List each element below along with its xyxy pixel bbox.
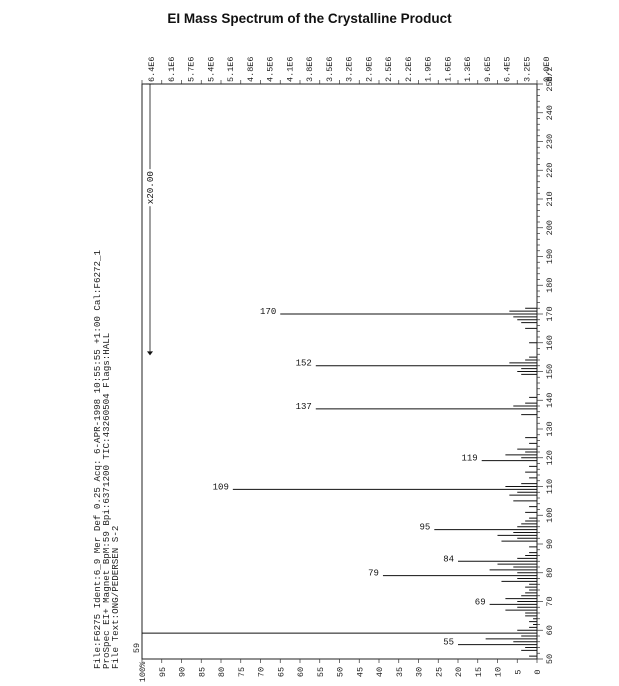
- right-tick-label: 9.6E5: [483, 56, 493, 82]
- plot-frame: [141, 83, 538, 660]
- mz-tick-label: 70: [545, 596, 555, 606]
- peak-bars: [142, 307, 537, 657]
- mz-tick-label: 170: [545, 306, 555, 321]
- left-tick-label: 0: [533, 669, 543, 674]
- right-tick-label: 4.1E6: [285, 56, 295, 82]
- zoom-indicator: x20.00: [145, 83, 156, 356]
- peak-label-79: 79: [368, 569, 379, 579]
- mz-tick-label: 250: [545, 76, 555, 91]
- right-tick-label: 1.3E6: [463, 56, 473, 82]
- right-tick-label: 5.4E6: [206, 56, 216, 82]
- left-tick-label: 10: [494, 667, 504, 677]
- mz-tick-label: 50: [545, 654, 555, 664]
- peak-label-119: 119: [461, 454, 477, 464]
- mz-tick-label: 130: [545, 421, 555, 436]
- mz-tick-label: 180: [545, 278, 555, 293]
- right-tick-label: 2.5E6: [384, 56, 394, 82]
- mz-tick-label: 160: [545, 335, 555, 350]
- header-line: File Text:ONG/PEDERSEN S-2: [110, 526, 121, 669]
- left-tick-label: 60: [296, 667, 306, 677]
- peak-label-95: 95: [419, 523, 430, 533]
- mz-tick-label: 150: [545, 364, 555, 379]
- right-tick-label: 6.4E6: [147, 56, 157, 82]
- peak-label-69: 69: [475, 597, 486, 607]
- mz-tick-label: 220: [545, 163, 555, 178]
- left-tick-label: 25: [434, 667, 444, 677]
- peak-labels: 55 69 79 84 95 109 119 137 152 170: [213, 307, 486, 648]
- left-tick-label: 95: [158, 667, 168, 677]
- base-peak-marker: 59: [132, 643, 142, 653]
- mz-tick-label: 140: [545, 393, 555, 408]
- left-tick-label: 80: [217, 667, 227, 677]
- left-tick-label: 15: [474, 667, 484, 677]
- peak-label-109: 109: [213, 482, 229, 492]
- mz-axis: 50 60 70 80 90 100 110 120 130 140 150 160 170 180 190…: [537, 66, 555, 664]
- left-tick-label: 35: [395, 667, 405, 677]
- zoom-label-bg: [145, 169, 156, 207]
- left-tick-label: 65: [276, 667, 286, 677]
- chart-title: EI Mass Spectrum of the Crystalline Prod…: [167, 11, 452, 26]
- right-tick-label: 0.0E0: [542, 56, 552, 82]
- mz-tick-label: 110: [545, 479, 555, 494]
- left-tick-label: 75: [237, 667, 247, 677]
- right-tick-label: 3.2E6: [345, 56, 355, 82]
- right-tick-label: 5.7E6: [187, 56, 197, 82]
- mz-tick-label: 190: [545, 249, 555, 264]
- left-tick-label: 45: [355, 667, 365, 677]
- right-tick-label: 2.9E6: [364, 56, 374, 82]
- left-tick-label: 100%: [138, 661, 148, 682]
- relative-intensity-axis: 0 5 10 15 20 25 30 35 40 45 50 55 60 65 70 75 80 85 90 95 10…: [132, 643, 543, 682]
- right-tick-label: 5.1E6: [226, 56, 236, 82]
- left-tick-label: 50: [336, 667, 346, 677]
- mz-tick-label: 80: [545, 568, 555, 578]
- peak-label-137: 137: [296, 402, 312, 412]
- left-tick-label: 85: [197, 667, 207, 677]
- header-line: File:F6275 Ident:6_9 Mer Def 0.25 Acq: 6…: [92, 249, 103, 669]
- mz-tick-label: 90: [545, 539, 555, 549]
- right-tick-label: 3.2E5: [522, 56, 532, 82]
- zoom-label: x20.00: [145, 171, 156, 204]
- header-text-block: File:F6275 Ident:6_9 Mer Def 0.25 Acq: 6…: [92, 249, 121, 669]
- left-tick-label: 55: [316, 667, 326, 677]
- right-tick-label: 4.8E6: [246, 56, 256, 82]
- mz-tick-label: 60: [545, 625, 555, 635]
- mz-tick-label: 120: [545, 450, 555, 465]
- right-tick-label: 6.1E6: [167, 56, 177, 82]
- absolute-intensity-axis: 0.0E0 3.2E5 6.4E5 9.6E5 1.3E6 1.6E6 1.9E6 2.2E6…: [141, 56, 552, 84]
- plot-border: [141, 83, 538, 660]
- mz-tick-label: 240: [545, 105, 555, 120]
- right-tick-label: 1.6E6: [443, 56, 453, 82]
- right-tick-label: 4.5E6: [266, 56, 276, 82]
- mz-tick-label: 210: [545, 191, 555, 206]
- mz-tick-label: 200: [545, 220, 555, 235]
- peak-label-84: 84: [443, 554, 454, 564]
- peak-label-152: 152: [296, 359, 312, 369]
- right-tick-label: 3.8E6: [305, 56, 315, 82]
- left-tick-label: 40: [375, 667, 385, 677]
- left-tick-label: 90: [178, 667, 188, 677]
- zoom-arrow-left: [147, 351, 153, 356]
- left-tick-label: 30: [415, 667, 425, 677]
- right-tick-label: 1.9E6: [424, 56, 434, 82]
- left-tick-label: 20: [454, 667, 464, 677]
- header-line: ProSpec EI+ Magnet BpM:59 Bpi:6371200 TI…: [101, 333, 112, 669]
- right-tick-label: 3.5E6: [325, 56, 335, 82]
- peak-label-55: 55: [443, 638, 454, 648]
- mz-tick-label: 230: [545, 134, 555, 149]
- right-tick-label: 6.4E5: [503, 56, 513, 82]
- mz-axis-label: m/z: [545, 66, 555, 81]
- right-tick-label: 2.2E6: [404, 56, 414, 82]
- peak-label-170: 170: [260, 307, 276, 317]
- left-tick-label: 70: [257, 667, 267, 677]
- mz-tick-label: 100: [545, 508, 555, 523]
- left-tick-label: 5: [513, 669, 523, 674]
